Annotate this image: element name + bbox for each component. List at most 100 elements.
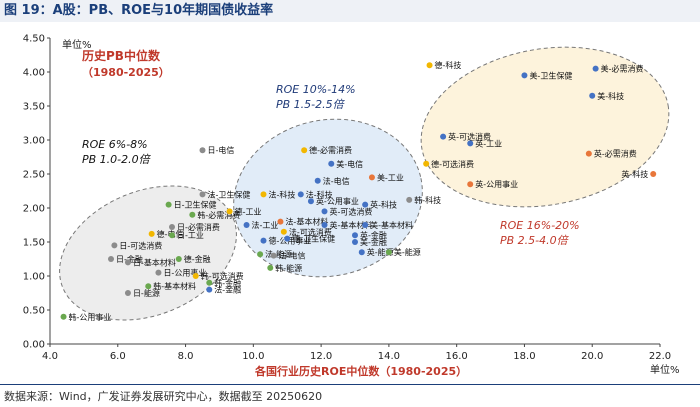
x-tick-label: 14.0 — [378, 351, 400, 362]
data-point — [280, 228, 287, 235]
data-point — [270, 252, 277, 259]
figure-title: 图 19：A股：PB、ROE与10年期国债收益率 — [0, 0, 700, 22]
data-point — [589, 92, 596, 99]
data-point — [192, 273, 199, 279]
point-label: 美-卫生保健 — [529, 70, 572, 80]
data-point — [226, 208, 233, 215]
data-point — [406, 196, 413, 203]
data-point — [189, 211, 196, 218]
data-point — [267, 264, 274, 271]
data-point — [301, 147, 308, 154]
point-label: 英-基本材料 — [330, 220, 373, 230]
data-point — [592, 65, 599, 72]
point-label: 韩-基本材料 — [153, 281, 196, 291]
annotation-low-pb: PB 1.0-2.0倍 — [82, 153, 152, 166]
data-point — [328, 160, 335, 167]
data-point — [199, 147, 206, 154]
annotation-mid-pb: PB 1.5-2.5倍 — [276, 98, 346, 111]
point-label: 美-工业 — [377, 172, 404, 182]
x-tick-label: 12.0 — [310, 351, 332, 362]
point-label: 英-科技 — [621, 169, 648, 179]
point-label: 美-基本材料 — [370, 220, 413, 230]
data-point — [358, 249, 365, 256]
data-point — [243, 222, 250, 228]
data-point — [124, 290, 131, 296]
data-point — [385, 249, 392, 256]
point-label: 德-金融 — [184, 254, 211, 264]
data-point — [368, 174, 375, 181]
y-title: 历史PB中位数 — [82, 48, 161, 63]
y-tick-label: 3.00 — [23, 136, 45, 147]
data-point — [352, 232, 358, 239]
data-point — [423, 160, 430, 167]
point-label: 德-卫生保健 — [292, 234, 335, 244]
data-point — [169, 224, 175, 231]
data-point — [111, 242, 118, 249]
point-label: 美-能源 — [394, 247, 421, 257]
data-point — [206, 279, 213, 286]
point-label: 英-能源 — [367, 247, 394, 257]
point-label: 法-能源 — [265, 249, 292, 259]
data-point — [314, 177, 321, 184]
point-label: 法-科技 — [306, 189, 333, 199]
annotation-high-pb: PB 2.5-4.0倍 — [500, 234, 570, 247]
x-tick-label: 8.0 — [178, 351, 194, 362]
point-label: 英-公用事业 — [316, 196, 359, 206]
x-unit-label: 单位% — [650, 363, 680, 376]
y-tick-label: 4.00 — [23, 68, 45, 79]
point-label: 法-科技 — [269, 189, 296, 199]
data-point — [124, 259, 131, 266]
cluster-ellipses — [59, 46, 670, 321]
point-label: 韩-可选消费 — [201, 271, 244, 281]
cluster-ellipse-high — [420, 46, 670, 208]
y-tick-label: 1.00 — [23, 272, 45, 283]
point-label: 英-必需消费 — [594, 149, 637, 159]
y-tick-label: 0.00 — [23, 340, 45, 351]
x-tick-label: 22.0 — [649, 351, 671, 362]
point-label: 日-能源 — [133, 288, 160, 298]
x-tick-label: 6.0 — [110, 351, 126, 362]
point-label: 英-公用事业 — [475, 179, 518, 189]
point-label: 法-电信 — [323, 176, 350, 186]
y-tick-label: 2.50 — [23, 170, 45, 181]
point-label: 英-可选消费 — [448, 132, 491, 142]
y-tick-label: 4.50 — [23, 34, 45, 45]
y-title-range: （1980-2025） — [82, 66, 170, 79]
annotation-high-roe: ROE 16%-20% — [500, 219, 580, 232]
annotation-mid-roe: ROE 10%-14% — [276, 83, 356, 96]
point-label: 日-公用事业 — [163, 268, 206, 278]
point-label: 法-电信 — [279, 251, 306, 261]
data-point — [321, 222, 328, 228]
point-label: 英-金融 — [360, 230, 387, 240]
data-point — [257, 251, 264, 258]
point-label: 法-基本材料 — [285, 217, 328, 227]
data-point — [145, 283, 152, 290]
data-point — [165, 201, 172, 208]
data-point — [521, 72, 528, 79]
data-point — [307, 198, 314, 205]
point-label: 德-可选消费 — [431, 159, 474, 169]
data-point — [148, 230, 155, 237]
point-label: 英-科技 — [370, 200, 397, 210]
data-point — [440, 133, 447, 140]
data-point — [155, 269, 162, 276]
data-point — [650, 171, 657, 177]
scatter-chart: 0.00 0.50 1.00 1.50 2.00 2.50 3.00 3.50 4.00 4.50… — [23, 34, 680, 379]
y-tick-label: 3.50 — [23, 102, 45, 113]
y-unit-label: 单位% — [62, 38, 92, 51]
data-point — [60, 313, 67, 320]
data-point — [206, 286, 213, 293]
source-note: 数据来源：Wind，广发证券发展研究中心，数据截至 20250620 — [4, 390, 323, 403]
x-tick-label: 16.0 — [446, 351, 468, 362]
point-label: 日-金融 — [116, 254, 143, 264]
point-label: 日-卫生保健 — [174, 200, 217, 210]
x-axis-title: 各国行业历史ROE中位数（1980-2025） — [254, 364, 467, 378]
point-label: 美-电信 — [336, 159, 363, 169]
data-point — [284, 235, 291, 242]
data-point — [260, 191, 267, 198]
point-label: 韩-必需消费 — [197, 210, 240, 220]
y-tick-label: 0.50 — [23, 306, 45, 317]
data-point — [297, 191, 304, 198]
point-label: 美-金融 — [360, 237, 387, 247]
